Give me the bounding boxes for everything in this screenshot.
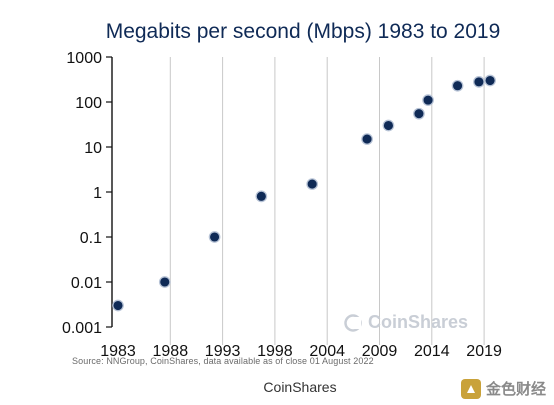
jinse-logo: 金色财经: [460, 378, 546, 399]
x-axis-ticks: 1983 1988 1993 1998 2004 2009 2014 2019: [100, 343, 502, 360]
data-point: [208, 231, 221, 243]
grid-lines: [169, 57, 485, 345]
data-point: [306, 178, 319, 190]
x-tick-label: 2014: [414, 343, 450, 360]
jinse-logo-text: 金色财经: [485, 381, 546, 398]
footer-brand: CoinShares: [263, 379, 337, 395]
x-tick-label: 1998: [257, 343, 293, 360]
jinse-badge-icon: [460, 378, 481, 399]
data-points: [112, 74, 496, 312]
chart-title: Megabits per second (Mbps) 1983 to 2019: [105, 20, 501, 43]
y-tick-label: 0.01: [71, 275, 102, 292]
source-note: Source: NNGroup, CoinShares, data availa…: [72, 356, 374, 366]
data-point: [382, 119, 395, 132]
x-tick-label: 1988: [153, 343, 189, 360]
data-point: [158, 276, 171, 288]
x-tick-label: 1983: [100, 343, 136, 360]
data-point: [255, 190, 268, 203]
data-point: [422, 94, 434, 106]
x-tick-label: 2004: [309, 343, 345, 360]
watermark-text: CoinShares: [368, 312, 469, 332]
data-point: [413, 107, 425, 120]
x-tick-label: 1993: [205, 343, 241, 360]
y-axis-ticks: 1000 100 10 1 0.1 0.01 0.001: [62, 50, 112, 337]
y-tick-label: 0.001: [62, 320, 102, 337]
x-tick-label: 2009: [362, 343, 398, 360]
data-point: [361, 133, 373, 145]
data-point: [473, 76, 485, 88]
coinshares-watermark: CoinShares: [344, 312, 468, 333]
coinshares-logo-icon: [344, 313, 362, 332]
y-tick-label: 0.1: [80, 230, 102, 247]
y-tick-label: 100: [75, 95, 102, 112]
data-point: [112, 299, 124, 312]
data-point: [484, 74, 496, 87]
y-tick-label: 1: [93, 185, 102, 202]
data-point: [451, 79, 464, 92]
y-tick-label: 1000: [66, 50, 102, 67]
y-tick-label: 10: [84, 140, 102, 157]
x-tick-label: 2019: [466, 343, 502, 360]
